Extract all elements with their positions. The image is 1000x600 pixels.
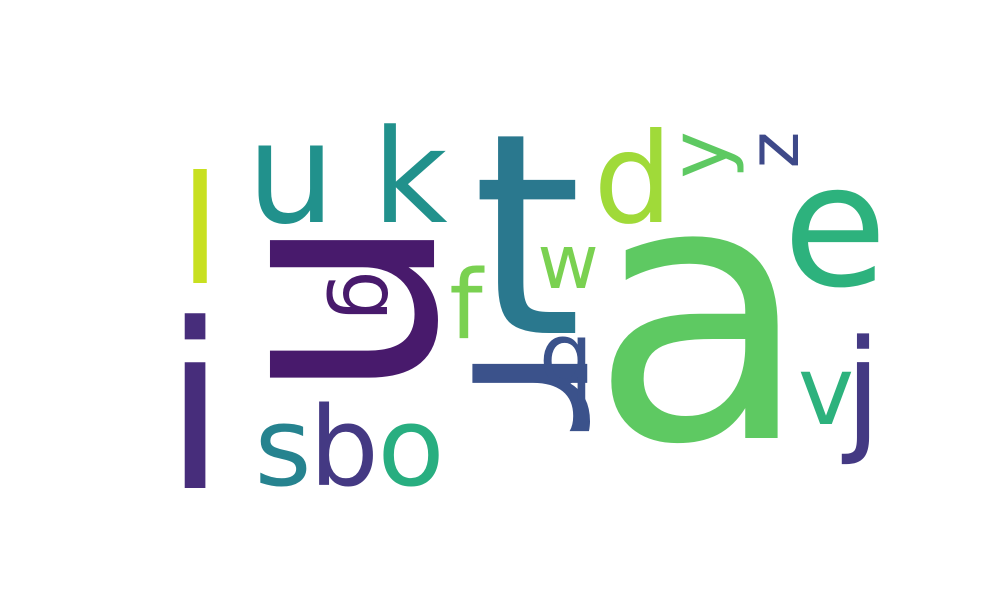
- word-t: t: [472, 74, 582, 400]
- word-r: r: [422, 345, 667, 432]
- word-z: z: [733, 132, 815, 169]
- word-s: s: [254, 383, 311, 511]
- word-b: b: [309, 383, 379, 511]
- word-d: d: [593, 107, 672, 252]
- word-v: v: [798, 337, 854, 447]
- word-g: g: [324, 271, 417, 322]
- word-e: e: [783, 128, 888, 326]
- word-n: n: [199, 213, 548, 403]
- word-q: q: [539, 306, 593, 405]
- word-l: l: [179, 145, 221, 319]
- word-a: a: [590, 104, 811, 523]
- word-u: u: [247, 93, 336, 256]
- word-j: j: [841, 311, 882, 468]
- word-y: y: [653, 131, 746, 178]
- word-w: w: [537, 218, 598, 306]
- word-o: o: [377, 383, 444, 511]
- word-f: f: [449, 251, 485, 361]
- word-k: k: [372, 101, 447, 253]
- word-i: i: [163, 276, 227, 543]
